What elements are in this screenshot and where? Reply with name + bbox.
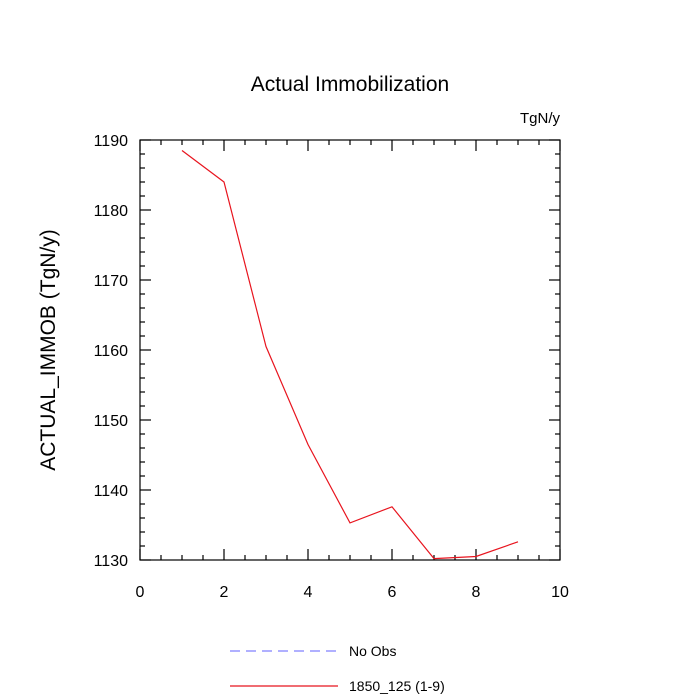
x-tick-label: 8 <box>472 584 481 601</box>
legend: No Obs 1850_125 (1-9) <box>230 643 445 694</box>
x-tick-label: 2 <box>220 584 229 601</box>
plot-frame <box>139 139 561 561</box>
y-tick-label: 1130 <box>94 553 129 570</box>
legend-label: 1850_125 (1-9) <box>349 678 445 694</box>
series-lines <box>181 150 519 560</box>
y-tick-label: 1190 <box>94 133 129 150</box>
axis-tick-labels: 0 2 4 6 8 10 1130 1140 1150 1160 1170 1180 1190 <box>94 133 569 601</box>
x-tick-label: 10 <box>551 584 569 601</box>
legend-label: No Obs <box>349 643 396 659</box>
y-axis-label: ACTUAL_IMMOB (TgN/y) <box>37 229 60 471</box>
y-tick-label: 1140 <box>94 483 129 500</box>
y-tick-label: 1180 <box>94 203 129 220</box>
chart-title: Actual Immobilization <box>251 73 449 96</box>
series-line <box>181 150 519 560</box>
y-tick-label: 1150 <box>94 413 129 430</box>
x-tick-label: 6 <box>388 584 397 601</box>
x-tick-label: 4 <box>304 584 313 601</box>
y-tick-label: 1160 <box>94 343 129 360</box>
axis-ticks <box>139 139 561 561</box>
units-label: TgN/y <box>520 110 561 127</box>
x-tick-label: 0 <box>136 584 145 601</box>
y-tick-label: 1170 <box>94 273 129 290</box>
